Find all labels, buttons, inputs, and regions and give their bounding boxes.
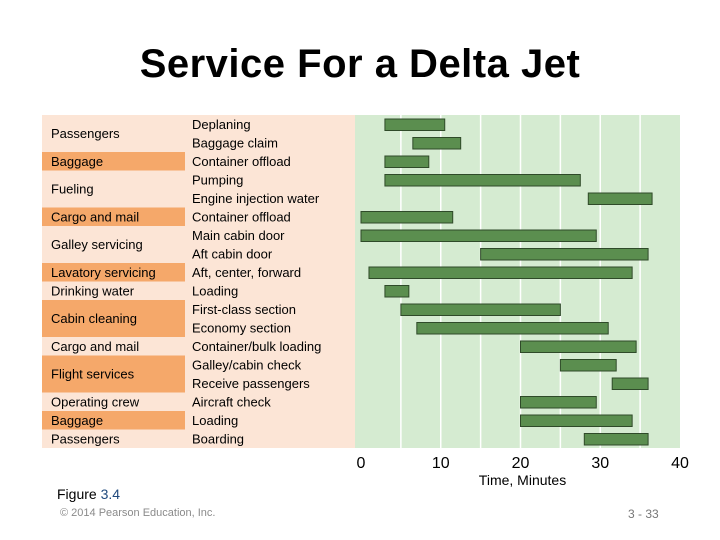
x-tick-label: 30: [591, 455, 609, 472]
task-bar: [480, 248, 649, 261]
category-band: [42, 152, 185, 171]
plot-background: [355, 115, 680, 448]
plot-area: [355, 115, 680, 448]
task-bar: [520, 340, 637, 353]
activity-label: Deplaning: [192, 117, 251, 132]
x-axis-title: Time, Minutes: [479, 472, 566, 488]
activity-label: Loading: [192, 413, 238, 428]
category-label: Galley servicing: [51, 237, 143, 252]
page-title: Service For a Delta Jet: [139, 42, 581, 86]
category-band: [42, 263, 185, 282]
figure-label: Figure 3.4: [57, 486, 120, 502]
category-label: Lavatory servicing: [51, 265, 156, 280]
task-bar: [583, 433, 649, 446]
task-bar: [384, 285, 410, 298]
activity-label: Container offload: [192, 154, 291, 169]
activity-label: Boarding: [192, 431, 244, 446]
task-bar: [611, 377, 649, 390]
task-bar: [360, 211, 454, 224]
activity-label: Baggage claim: [192, 135, 278, 150]
category-label: Passengers: [51, 126, 120, 141]
activity-label: Aft, center, forward: [192, 265, 301, 280]
activity-label: Receive passengers: [192, 376, 310, 391]
category-band: [42, 207, 185, 226]
activity-label: First-class section: [192, 302, 296, 317]
category-band: [42, 300, 185, 337]
figure-prefix: Figure: [57, 486, 101, 502]
task-bar: [520, 414, 633, 427]
activity-panel: [185, 115, 355, 448]
x-tick-label: 40: [671, 455, 689, 472]
category-label: Baggage: [51, 413, 103, 428]
category-band: [42, 281, 185, 300]
x-axis: 0 10 20 30 40 Time, Minutes: [357, 455, 689, 488]
x-tick-label: 0: [357, 455, 366, 472]
page-number: 3 - 33: [628, 507, 659, 521]
activity-label: Loading: [192, 283, 238, 298]
category-label: Fueling: [51, 182, 94, 197]
task-bar: [400, 303, 561, 316]
copyright-notice: © 2014 Pearson Education, Inc.: [60, 507, 216, 519]
category-label: Flight services: [51, 367, 135, 382]
activity-label: Engine injection water: [192, 191, 320, 206]
figure-number: 3.4: [100, 486, 121, 502]
x-tick-label: 10: [432, 455, 450, 472]
task-bar: [384, 118, 446, 131]
category-label: Passengers: [51, 431, 120, 446]
task-bar: [368, 266, 633, 279]
category-band: [42, 355, 185, 393]
task-bar: [587, 192, 653, 205]
category-band: [42, 392, 185, 411]
category-label: Operating crew: [51, 394, 140, 409]
category-label: Cargo and mail: [51, 209, 139, 224]
activity-label: Pumping: [192, 172, 243, 187]
task-bar: [360, 229, 597, 242]
task-bar: [559, 359, 617, 372]
activity-label: Aircraft check: [192, 394, 271, 409]
category-band: [42, 411, 185, 430]
task-bar: [384, 155, 430, 168]
category-label: Baggage: [51, 154, 103, 169]
category-band: [42, 170, 185, 208]
activity-label: Aft cabin door: [192, 246, 273, 261]
activity-label: Galley/cabin check: [192, 357, 302, 372]
activity-column: Deplaning Baggage claim Container offload P…: [185, 115, 355, 448]
activity-label: Container offload: [192, 209, 291, 224]
activity-label: Main cabin door: [192, 228, 285, 243]
task-bar: [520, 396, 597, 409]
category-label: Cabin cleaning: [51, 311, 137, 326]
category-band: [42, 115, 185, 152]
category-label: Cargo and mail: [51, 339, 139, 354]
category-band: [42, 337, 185, 356]
activity-label: Economy section: [192, 320, 291, 335]
category-band: [42, 429, 185, 448]
category-band: [42, 226, 185, 263]
activity-label: Container/bulk loading: [192, 339, 321, 354]
task-bar: [416, 322, 609, 335]
category-column: Passengers Baggage Fueling Cargo and mail Ga…: [42, 115, 185, 448]
category-label: Drinking water: [51, 283, 135, 298]
task-bar: [384, 174, 581, 187]
task-bar: [412, 137, 462, 150]
x-tick-label: 20: [512, 455, 530, 472]
